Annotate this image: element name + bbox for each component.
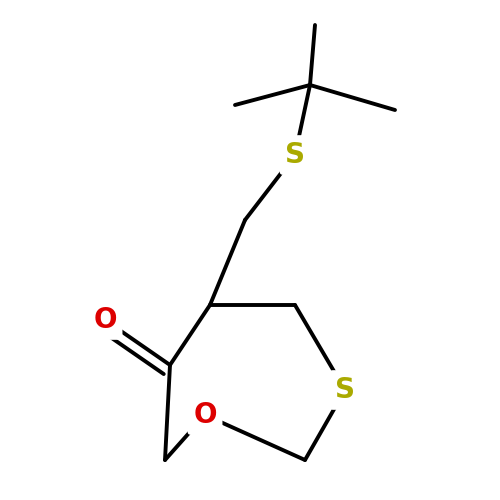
Text: S: S [283, 138, 307, 172]
Text: S: S [335, 376, 355, 404]
Text: O: O [91, 304, 119, 336]
Text: S: S [285, 141, 305, 169]
Text: O: O [191, 398, 219, 432]
Text: O: O [193, 401, 217, 429]
Text: O: O [93, 306, 117, 334]
Text: S: S [333, 374, 357, 406]
